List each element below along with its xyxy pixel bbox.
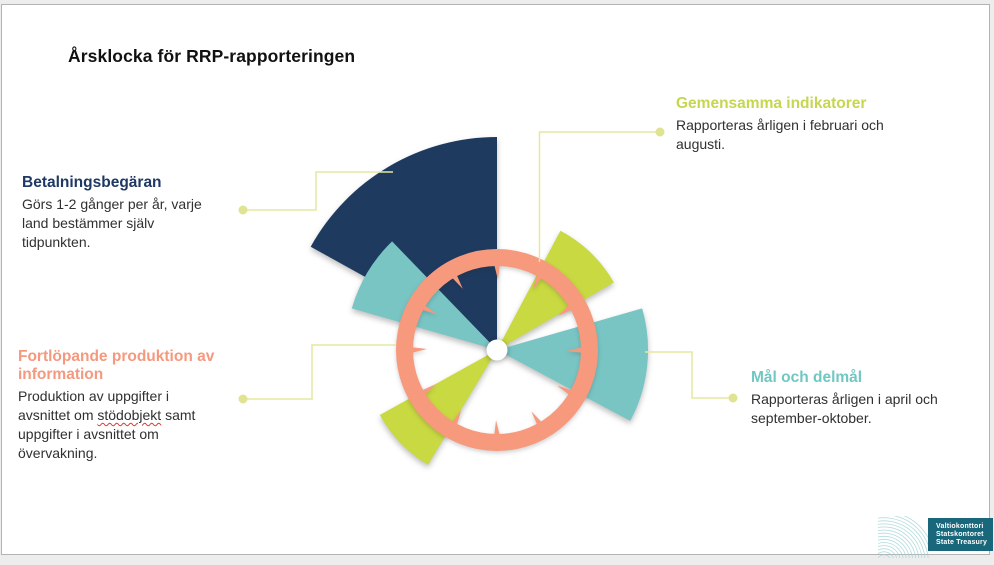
logo-text-box: Valtiokonttori Statskontoret State Treas… xyxy=(928,518,993,551)
logo-wave-line xyxy=(878,535,910,558)
logo-wave-line xyxy=(878,520,926,558)
annotation-heading: Gemensamma indikatorer xyxy=(676,95,867,112)
annotation-body: Rapporteras årligen i april och septembe… xyxy=(751,391,938,426)
annotation-mal-och-delmal: Mål och delmål Rapporteras årligen i apr… xyxy=(751,369,966,428)
logo-wave-line xyxy=(878,532,913,558)
annotation-body: Rapporteras årligen i februari och augus… xyxy=(676,117,884,152)
state-treasury-logo: Valtiokonttori Statskontoret State Treas… xyxy=(878,514,994,558)
logo-wave-line xyxy=(878,517,929,558)
annotation-fortlopande-produktion: Fortlöpande produktion av information Pr… xyxy=(18,348,223,463)
logo-wave-line xyxy=(878,551,894,558)
annotation-heading: Mål och delmål xyxy=(751,369,863,386)
annotation-gemensamma-indikatorer: Gemensamma indikatorer Rapporteras årlig… xyxy=(676,95,906,154)
annotation-betalningsbegaran: Betalningsbegäran Görs 1-2 gånger per år… xyxy=(22,174,220,252)
annotation-heading: Fortlöpande produktion av information xyxy=(18,348,215,383)
slide-canvas xyxy=(1,4,990,555)
logo-line-sv: Statskontoret xyxy=(936,530,984,538)
logo-wave-line xyxy=(878,526,920,558)
logo-wave-line xyxy=(878,545,901,558)
logo-wave-line xyxy=(878,523,923,558)
annotation-body-pre: Produktion av uppgifter i avsnittet om xyxy=(18,388,169,423)
annotation-body: Produktion av uppgifter i avsnittet om s… xyxy=(18,387,223,463)
annotation-heading: Betalningsbegäran xyxy=(22,174,162,191)
logo-line-en: State Treasury xyxy=(936,538,988,546)
logo-wave-line xyxy=(878,529,917,558)
logo-wave-line xyxy=(878,548,898,558)
annotation-body-misspelled-word: stödobjekt xyxy=(97,407,162,423)
logo-wave-line xyxy=(878,554,891,558)
page-title: Årsklocka för RRP-rapporteringen xyxy=(68,45,356,66)
annotation-body: Görs 1-2 gånger per år, varje land bestä… xyxy=(22,196,202,250)
logo-wave-pattern-icon xyxy=(878,516,930,558)
annotation-body-post: samt uppgifter i avsnittet om övervaknin… xyxy=(18,407,196,461)
logo-wave-line xyxy=(878,539,907,558)
logo-wave-line xyxy=(878,542,904,558)
logo-line-fi: Valtiokonttori xyxy=(936,523,984,530)
